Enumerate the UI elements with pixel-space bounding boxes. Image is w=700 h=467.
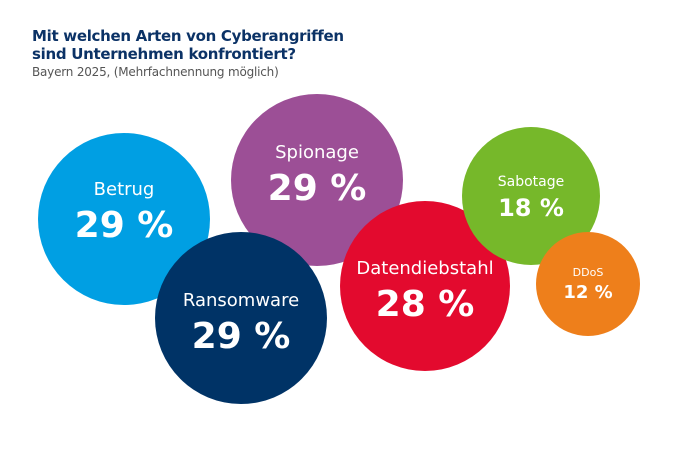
bubble-betrug: Betrug 29 %: [38, 133, 210, 305]
bubble-value-datendiebstahl: 28 %: [376, 284, 475, 325]
bubble-value-sabotage: 18 %: [498, 194, 564, 222]
bubble-circle-spionage: [231, 94, 403, 266]
bubble-sabotage: Sabotage 18 %: [462, 127, 600, 265]
bubble-label-ddos: DDoS: [573, 266, 604, 279]
bubble-label-sabotage: Sabotage: [498, 174, 565, 190]
bubble-circle-ransomware: [155, 232, 327, 404]
bubble-value-ransomware: 29 %: [192, 316, 291, 357]
chart-subtitle: Bayern 2025, (Mehrfachnennung möglich): [32, 65, 279, 79]
bubble-label-datendiebstahl: Datendiebstahl: [356, 258, 493, 279]
bubble-value-betrug: 29 %: [75, 205, 174, 246]
bubble-value-spionage: 29 %: [268, 168, 367, 209]
bubble-circle-ddos: [536, 232, 640, 336]
bubble-circle-betrug: [38, 133, 210, 305]
bubble-spionage: Spionage 29 %: [231, 94, 403, 266]
bubble-label-betrug: Betrug: [94, 179, 155, 200]
chart-title: Mit welchen Arten von Cyberangriffen sin…: [32, 27, 344, 63]
bubble-circle-sabotage: [462, 127, 600, 265]
bubble-ddos: DDoS 12 %: [536, 232, 640, 336]
bubble-label-spionage: Spionage: [275, 142, 359, 163]
bubble-ransomware: Ransomware 29 %: [155, 232, 327, 404]
bubble-datendiebstahl: Datendiebstahl 28 %: [340, 201, 510, 371]
bubble-label-ransomware: Ransomware: [183, 290, 299, 311]
bubble-value-ddos: 12 %: [563, 282, 612, 303]
bubble-circle-datendiebstahl: [340, 201, 510, 371]
